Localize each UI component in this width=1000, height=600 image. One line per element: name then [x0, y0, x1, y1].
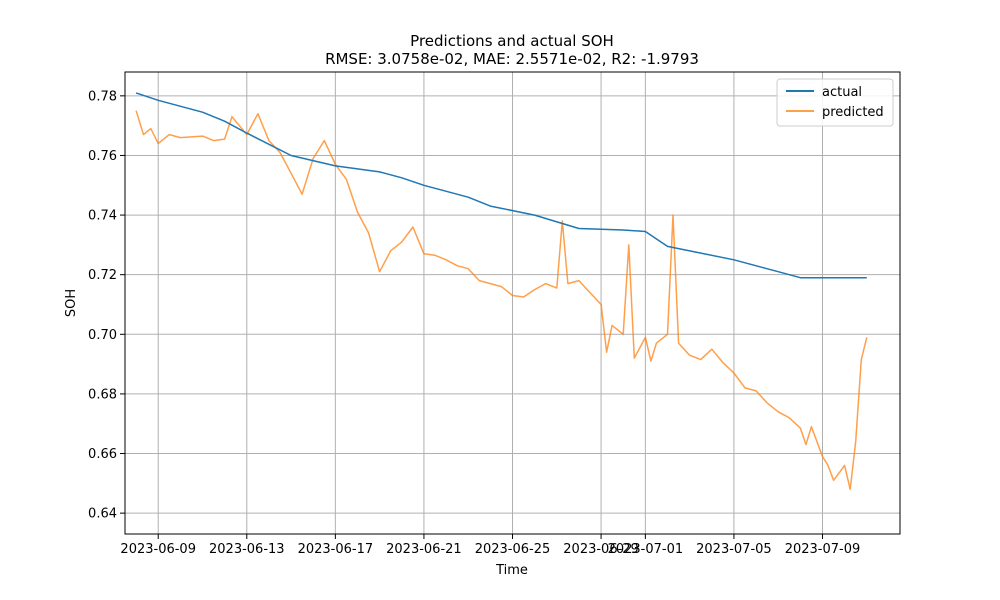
legend-label-actual: actual: [822, 85, 862, 100]
x-tick-label: 2023-07-05: [696, 542, 772, 557]
x-tick-label: 2023-07-01: [608, 542, 684, 557]
x-tick-label: 2023-07-09: [785, 542, 861, 557]
legend: actual predicted: [776, 78, 894, 127]
y-tick-label: 0.72: [88, 268, 117, 283]
x-tick-label: 2023-06-25: [475, 542, 551, 557]
y-tick-label: 0.74: [88, 209, 117, 224]
y-tick-label: 0.64: [88, 507, 117, 522]
y-tick-label: 0.70: [88, 328, 117, 343]
series-line-predicted: [135, 110, 868, 491]
series-line-actual: [135, 92, 867, 279]
x-axis-label: Time: [495, 563, 528, 578]
x-tick-label: 2023-06-17: [298, 542, 374, 557]
x-tick-label: 2023-06-29: [563, 542, 639, 557]
x-tick-label: 2023-06-21: [386, 542, 462, 557]
y-tick-label: 0.78: [88, 89, 117, 104]
chart-title: Predictions and actual SOH: [410, 32, 614, 50]
x-tick-label: 2023-06-13: [209, 542, 285, 557]
legend-label-predicted: predicted: [822, 105, 884, 120]
y-tick-label: 0.66: [88, 447, 117, 462]
y-tick-label: 0.68: [88, 387, 117, 402]
y-tick-label: 0.76: [88, 149, 117, 164]
y-axis-label: SOH: [64, 289, 79, 317]
grid: [125, 72, 900, 534]
series-layer: [135, 92, 868, 491]
x-tick-label: 2023-06-09: [120, 542, 196, 557]
x-axis: 2023-06-09 2023-06-13 2023-06-17 2023-06-21…: [120, 534, 860, 557]
y-axis: 0.64 0.66 0.68 0.70 0.72 0.74 0.76 0.78: [88, 89, 125, 522]
chart-subtitle: RMSE: 3.0758e-02, MAE: 2.5571e-02, R2: -…: [325, 50, 699, 68]
